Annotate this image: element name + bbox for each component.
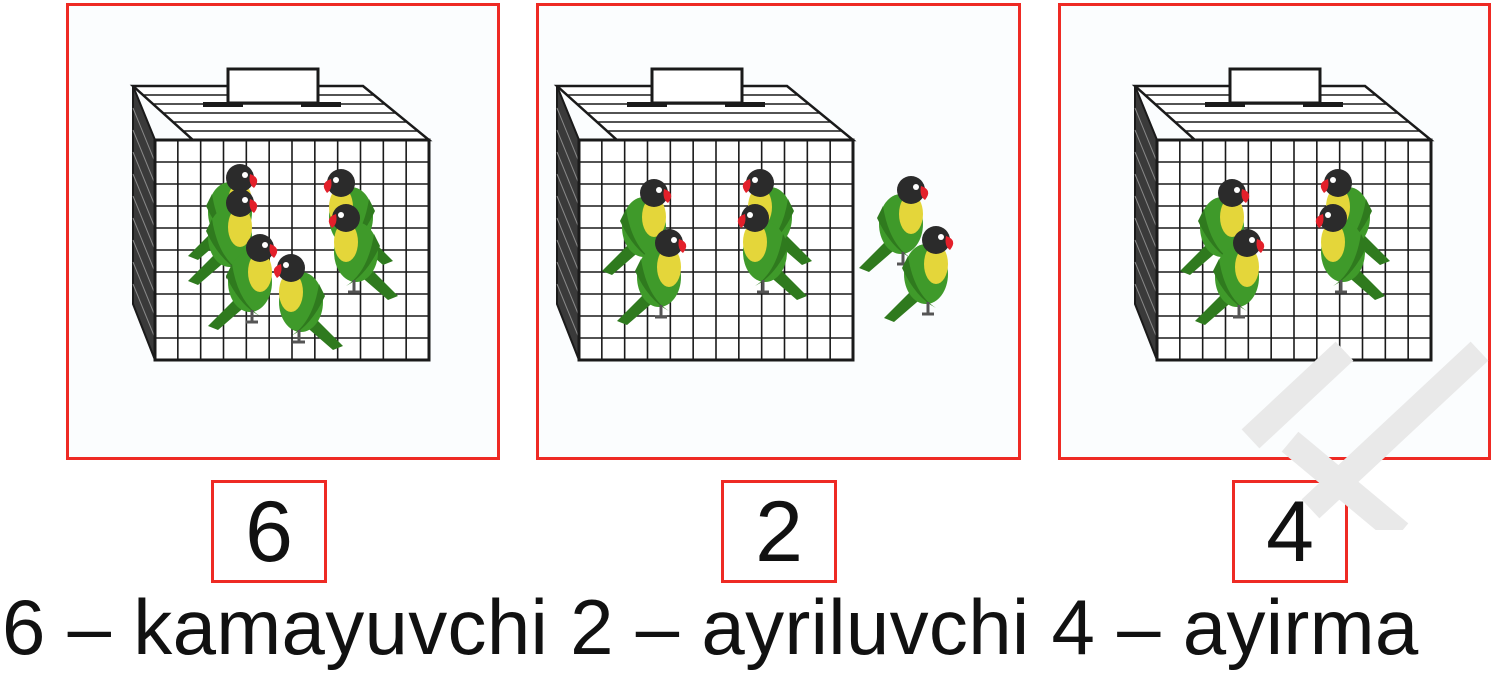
lovebird-icon — [617, 229, 687, 325]
number-box-difference: 4 — [1232, 480, 1348, 583]
picture-panel-difference — [1058, 3, 1491, 460]
cage-illustration — [1131, 67, 1435, 362]
lovebird-icon — [208, 234, 278, 330]
lovebird-icon — [1195, 229, 1265, 325]
caption-text: 6 – kamayuvchi 2 – ayriluvchi 4 – ayirma — [2, 583, 1419, 671]
birds-in-cage — [188, 164, 398, 350]
number-subtrahend: 2 — [755, 483, 803, 580]
picture-panel-minuend — [66, 3, 500, 460]
lovebird-icon — [737, 204, 807, 300]
birds-in-cage — [1180, 169, 1390, 325]
lovebird-icon — [602, 179, 672, 275]
cage-illustration — [129, 67, 433, 362]
number-difference: 4 — [1266, 483, 1314, 580]
lovebird-icon — [884, 226, 954, 322]
birds-in-cage — [602, 169, 812, 325]
cage — [553, 67, 857, 362]
lovebird-icon — [328, 204, 398, 300]
cage-illustration — [553, 67, 954, 362]
lovebird-icon — [1315, 204, 1385, 300]
lovebird-icon — [273, 254, 343, 350]
lovebird-icon — [859, 176, 929, 272]
lovebird-icon — [188, 189, 258, 285]
number-minuend: 6 — [245, 483, 293, 580]
cage — [1131, 67, 1435, 362]
cage — [129, 67, 433, 362]
picture-panel-subtrahend — [536, 3, 1021, 460]
number-box-subtrahend: 2 — [721, 480, 837, 583]
number-box-minuend: 6 — [211, 480, 327, 583]
birds-outside-cage — [859, 176, 954, 322]
